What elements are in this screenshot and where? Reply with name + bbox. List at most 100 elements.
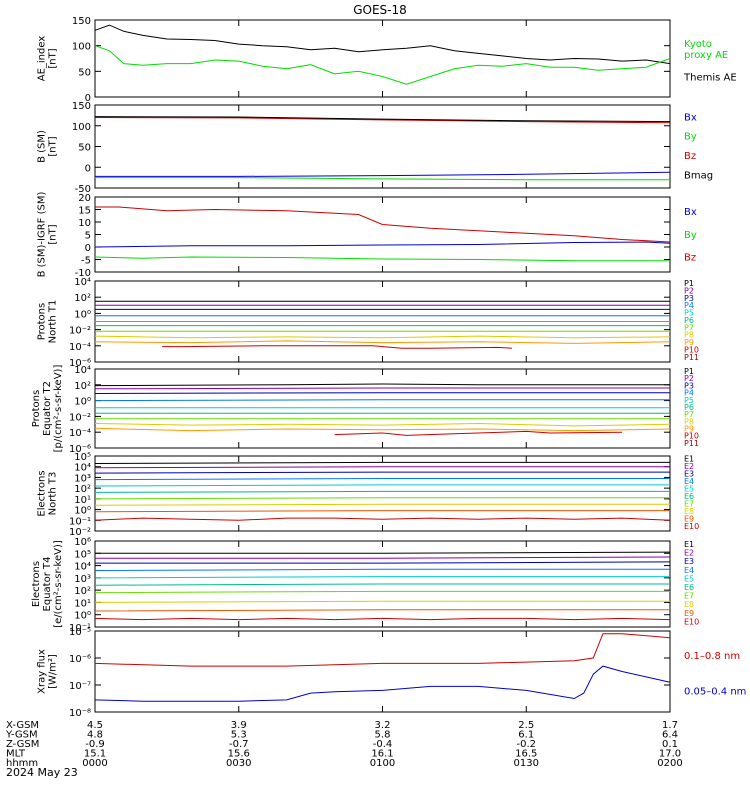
- y-axis-label: Equator T4: [42, 557, 53, 612]
- y-axis-label: Xray flux: [37, 649, 48, 694]
- footer-value: -0.4: [373, 739, 393, 750]
- footer-row-label: Y-GSM: [5, 730, 38, 741]
- legend-entry: P10: [684, 432, 699, 441]
- y-tick-label: 10²: [74, 586, 91, 597]
- footer-value: 2.5: [518, 720, 534, 731]
- legend-entry: proxy AE: [684, 50, 728, 61]
- y-axis-label: [p/(cm²-s-sr-keV)]: [53, 365, 64, 453]
- series-p10: [162, 345, 512, 349]
- y-tick-label: 15: [78, 206, 91, 217]
- y-tick-label: 10⁵: [74, 452, 91, 463]
- y-tick-label: 10⁻⁴: [69, 428, 91, 439]
- legend-entry: E9: [684, 609, 694, 618]
- legend-entry: P7: [684, 323, 694, 332]
- y-tick-label: 10: [78, 218, 91, 229]
- plot-title: GOES-18: [353, 3, 407, 17]
- y-axis-label: B (SM)-IGRF (SM): [37, 192, 48, 278]
- y-tick-label: 10⁶: [74, 537, 91, 548]
- y-axis-label: AE_index: [37, 36, 48, 82]
- legend-entry: E10: [684, 617, 699, 626]
- series-p9: [94, 340, 671, 344]
- footer-value: 3.9: [231, 720, 247, 731]
- y-tick-label: 150: [72, 101, 91, 112]
- footer-value: 4.8: [87, 730, 103, 741]
- y-tick-label: 10⁻⁶: [69, 654, 91, 665]
- legend-entry: P7: [684, 410, 694, 419]
- legend-entry: E1: [684, 540, 694, 549]
- y-tick-label: 10⁰: [74, 397, 91, 408]
- legend-entry: 0.1–0.8 nm: [684, 651, 740, 662]
- legend-entry: E10: [684, 522, 699, 531]
- legend-entry: P3: [684, 381, 694, 390]
- legend-entry: Themis AE: [683, 72, 737, 83]
- y-tick-label: 10⁴: [74, 463, 91, 474]
- panel-2: -50 0 50 100 150 B (SM) [nT] Bx By Bz Bmag: [37, 101, 714, 195]
- series-e5: [94, 484, 670, 487]
- footer-row-label: X-GSM: [6, 720, 39, 731]
- y-tick-label: 10³: [74, 473, 91, 484]
- y-tick-label: 10⁻²: [69, 527, 91, 538]
- series-by: [95, 177, 670, 181]
- series-themis-ae: [94, 24, 671, 65]
- y-tick-label: 10⁰: [74, 506, 91, 517]
- legend-entry: P5: [684, 309, 694, 318]
- panel-4: 10⁻⁶ 10⁻⁴ 10⁻² 10⁰ 10² 10⁴ Protons North T1 P1P2…: [37, 277, 700, 369]
- y-tick-label: 10⁰: [74, 611, 91, 622]
- legend-entry: Bmag: [684, 170, 713, 181]
- series-e5: [94, 576, 670, 579]
- series-e10: [94, 617, 671, 621]
- y-tick-label: -10: [75, 268, 91, 279]
- y-tick-label: 10⁻¹: [69, 623, 91, 634]
- y-tick-label: 150: [72, 16, 91, 27]
- y-axis-label: B (SM): [37, 130, 48, 163]
- series-bz: [94, 117, 671, 124]
- legend-entry: P4: [684, 389, 694, 398]
- footer-value: 0100: [370, 758, 395, 769]
- legend-entry: P9: [684, 338, 694, 347]
- y-tick-label: 10⁻⁵: [69, 627, 91, 638]
- footer-ephemeris: X-GSM 4.5 3.9 3.2 2.5 1.7 Y-GSM 4.8 5.3 5.8 6.1 6.4…: [5, 720, 683, 769]
- legend-entry: 0.05–0.4 nm: [684, 686, 746, 697]
- y-tick-label: 0: [85, 243, 91, 254]
- series-e8: [94, 503, 670, 506]
- series-e9: [94, 510, 670, 513]
- y-tick-label: -5: [81, 256, 91, 267]
- series-e2: [94, 466, 670, 469]
- footer-value: -0.2: [516, 739, 536, 750]
- y-tick-label: 10⁻²: [69, 326, 91, 337]
- footer-value: 0.1: [662, 739, 678, 750]
- footer-value: 0200: [657, 758, 682, 769]
- legend-entry: E8: [684, 600, 694, 609]
- panel-5: 10⁻⁶ 10⁻⁴ 10⁻² 10⁰ 10² 10⁴ Protons Equator T2 [p…: [31, 365, 699, 455]
- legend-entry: P10: [684, 345, 699, 354]
- legend-entry: E5: [684, 574, 694, 583]
- footer-value: 1.7: [662, 720, 678, 731]
- panel-8: 10⁻⁸ 10⁻⁷ 10⁻⁶ 10⁻⁵ Xray flux [W/m²] 0.1–0.8 n…: [37, 627, 747, 719]
- series-0-05-0-4-nm: [94, 665, 671, 702]
- series-e3: [95, 561, 671, 564]
- series-e7: [94, 590, 670, 594]
- y-tick-label: -50: [75, 184, 91, 195]
- footer-value: -0.9: [85, 739, 105, 750]
- legend-entry: P1: [684, 367, 694, 376]
- series-kyoto-proxy-ae: [94, 45, 671, 85]
- y-axis-label: Protons: [31, 390, 42, 427]
- footer-value: 0030: [226, 758, 251, 769]
- y-tick-label: 0: [85, 163, 91, 174]
- legend-entry: P8: [684, 331, 694, 340]
- footer-value: 16.1: [371, 749, 393, 760]
- legend-entry: E2: [684, 549, 694, 558]
- series-p8: [94, 422, 671, 427]
- legend-entry: P4: [684, 301, 694, 310]
- legend-entry: P2: [684, 287, 694, 296]
- y-tick-label: 0: [85, 93, 91, 104]
- series-e2: [95, 556, 671, 559]
- series-bmag: [94, 116, 671, 123]
- footer-value: 6.1: [518, 730, 534, 741]
- footer-value: 16.5: [515, 749, 537, 760]
- y-tick-label: 10⁻⁴: [69, 342, 91, 353]
- legend-entry: P6: [684, 316, 694, 325]
- y-tick-label: 10³: [74, 574, 91, 585]
